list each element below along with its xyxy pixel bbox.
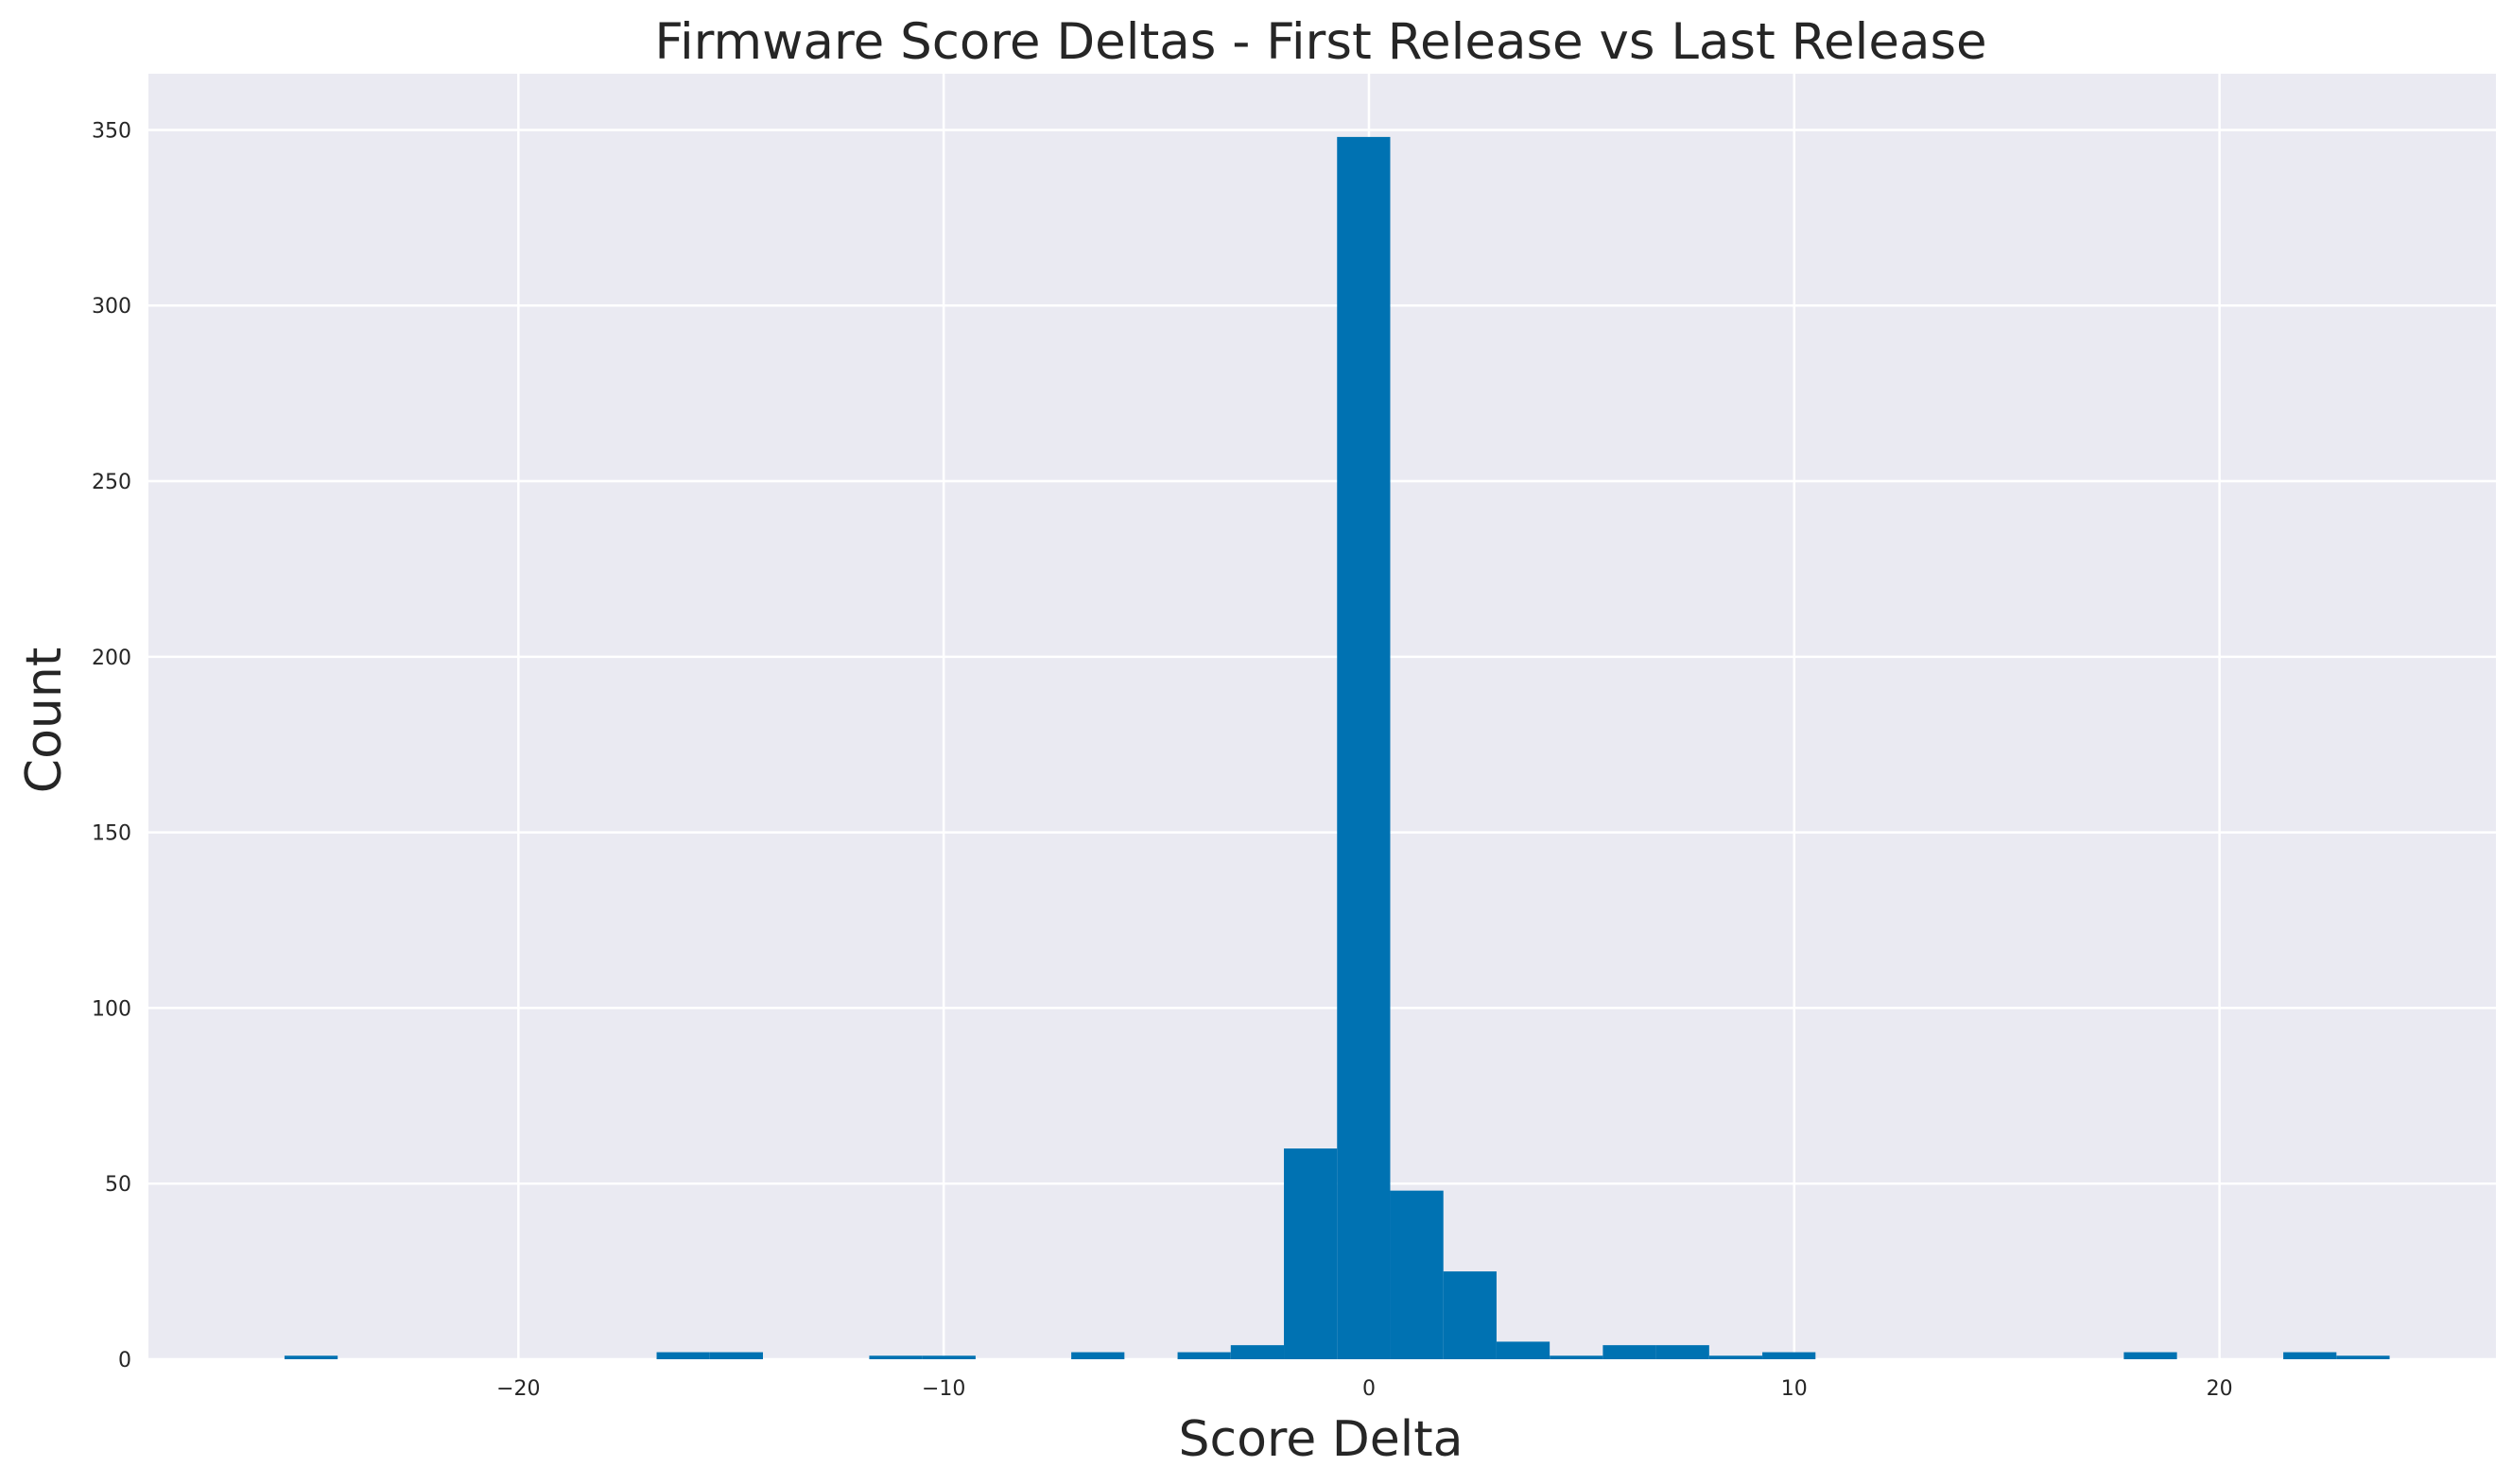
y-tick-label: 100 — [92, 997, 131, 1021]
histogram-bar — [922, 1355, 976, 1359]
y-tick-label: 300 — [92, 295, 131, 319]
histogram-bar — [1496, 1341, 1551, 1359]
y-tick-label: 150 — [92, 822, 131, 846]
histogram-bar — [1708, 1355, 1763, 1359]
histogram-bar — [1177, 1352, 1231, 1359]
x-tick-label: 0 — [1362, 1377, 1376, 1401]
y-tick-label: 250 — [92, 471, 131, 494]
histogram-bar — [1390, 1190, 1444, 1359]
histogram-bar — [1602, 1345, 1656, 1359]
plot-background — [148, 74, 2496, 1359]
histogram-bar — [2336, 1355, 2390, 1359]
histogram-bar — [284, 1355, 338, 1359]
histogram-bar — [2123, 1352, 2177, 1359]
chart-title: Firmware Score Deltas - First Release vs… — [654, 13, 1986, 71]
x-tick-label: −20 — [496, 1377, 540, 1401]
histogram-bar — [1762, 1352, 1816, 1359]
x-tick-label: −10 — [922, 1377, 965, 1401]
histogram-bar — [1655, 1345, 1709, 1359]
x-tick-label: 20 — [2207, 1377, 2233, 1401]
histogram-bar — [709, 1352, 763, 1359]
histogram-bar — [1230, 1345, 1285, 1359]
histogram-bar — [2283, 1352, 2337, 1359]
histogram-bar — [1071, 1352, 1125, 1359]
x-tick-label: 10 — [1781, 1377, 1808, 1401]
histogram-bar — [1337, 136, 1391, 1359]
y-tick-label: 0 — [118, 1349, 131, 1372]
x-axis-label: Score Delta — [1179, 1411, 1464, 1468]
y-axis-label: Count — [16, 647, 73, 793]
histogram-bar — [869, 1355, 923, 1359]
histogram-bars — [284, 136, 2390, 1359]
y-tick-label: 50 — [105, 1173, 131, 1197]
x-tick-labels: −20 −10 0 10 20 — [496, 1377, 2232, 1401]
histogram-bar — [1443, 1271, 1497, 1359]
histogram-bar — [656, 1352, 710, 1359]
y-tick-label: 350 — [92, 119, 131, 143]
y-tick-labels: 0 50 100 150 200 250 300 350 — [92, 119, 131, 1372]
histogram-bar — [1550, 1355, 1603, 1359]
histogram-bar — [1284, 1148, 1338, 1359]
y-tick-label: 200 — [92, 647, 131, 670]
